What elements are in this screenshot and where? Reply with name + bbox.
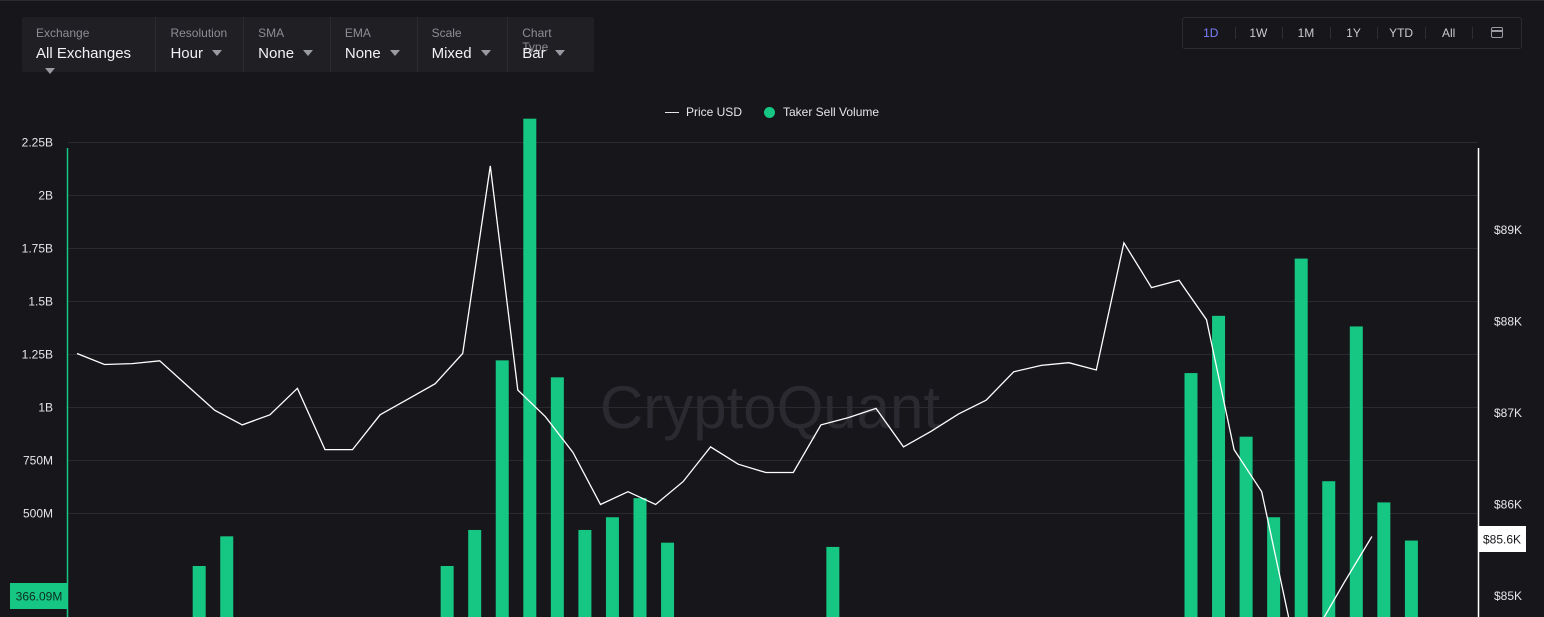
- volume-bar: [826, 546, 840, 617]
- scale-label: Scale: [431, 26, 462, 40]
- current-volume-badge-bg: [10, 583, 68, 609]
- volume-bar: [468, 529, 482, 617]
- sma-select[interactable]: SMA None: [244, 17, 331, 72]
- current-price-badge-bg: [1478, 526, 1526, 552]
- chart-legend: Price USD Taker Sell Volume: [0, 105, 1544, 119]
- right-tick-label: $86K: [1494, 498, 1522, 512]
- ema-label: EMA: [344, 26, 371, 40]
- left-tick-label: 750M: [23, 454, 53, 468]
- chevron-down-icon: [211, 49, 222, 56]
- left-tick-label: 1.25B: [22, 348, 53, 362]
- line-swatch-icon: [664, 111, 679, 113]
- exchange-select[interactable]: Exchange All Exchanges: [22, 17, 157, 74]
- legend-volume[interactable]: Taker Sell Volume: [763, 105, 880, 119]
- volume-bar: [1322, 481, 1336, 617]
- exchange-label: Exchange: [36, 26, 90, 40]
- legend-price[interactable]: Price USD: [664, 105, 742, 119]
- sma-label: SMA: [258, 26, 285, 40]
- resolution-value: Hour: [170, 45, 203, 62]
- time-range-selector: 1D 1W 1M 1Y YTD All: [1182, 17, 1522, 49]
- chevron-down-icon: [554, 49, 565, 56]
- scale-select[interactable]: Scale Mixed: [418, 17, 509, 72]
- range-all-button[interactable]: All: [1424, 18, 1473, 48]
- left-tick-label: 500M: [23, 507, 53, 521]
- volume-bar: [1294, 258, 1308, 617]
- calendar-button[interactable]: [1472, 18, 1521, 48]
- sma-value: None: [258, 45, 295, 62]
- current-price-badge: $85.6K: [1478, 526, 1526, 552]
- volume-bar: [523, 118, 537, 617]
- volume-bar: [220, 536, 234, 617]
- volume-bar: [192, 566, 206, 617]
- volume-bar: [1404, 540, 1418, 617]
- range-1y-button[interactable]: 1Y: [1329, 18, 1378, 48]
- current-volume-badge: 366.09M: [10, 583, 68, 609]
- range-1w-button[interactable]: 1W: [1234, 18, 1283, 48]
- volume-bar: [1184, 373, 1198, 617]
- right-tick-label: $85K: [1494, 589, 1522, 603]
- range-1m-button[interactable]: 1M: [1282, 18, 1330, 48]
- price-line: [76, 165, 1373, 617]
- right-tick-label: $87K: [1494, 406, 1522, 420]
- top-divider: [0, 0, 1544, 1]
- exchange-value: All Exchanges: [36, 45, 132, 62]
- chevron-down-icon: [389, 49, 400, 56]
- volume-bar: [550, 377, 564, 617]
- volume-bars: [192, 118, 1418, 617]
- volume-bar: [1349, 326, 1363, 617]
- volume-bar: [1239, 436, 1253, 617]
- volume-bar: [605, 517, 619, 617]
- grid-lines: [68, 142, 1478, 514]
- chevron-down-icon: [45, 67, 55, 74]
- right-tick-label: $89K: [1494, 223, 1522, 237]
- chart-type-label: Chart Type: [522, 26, 552, 54]
- range-1d-button[interactable]: 1D: [1203, 26, 1219, 40]
- left-tick-label: 1B: [38, 401, 53, 415]
- left-tick-label: 1.5B: [28, 295, 53, 309]
- chevron-down-icon: [480, 49, 491, 56]
- volume-bar: [1212, 315, 1226, 617]
- volume-bar: [578, 529, 592, 617]
- left-tick-label: 2.25B: [22, 136, 53, 150]
- chart-type-select[interactable]: Chart Type Bar: [508, 17, 594, 72]
- current-volume-label: 366.09M: [16, 590, 63, 604]
- right-tick-label: $88K: [1494, 315, 1522, 329]
- right-axis-ticks: $85K $86K $87K $88K $89K: [1494, 223, 1522, 603]
- left-tick-label: 1.75B: [22, 242, 53, 256]
- range-ytd-button[interactable]: YTD: [1377, 18, 1425, 48]
- volume-bar: [1267, 517, 1281, 617]
- resolution-label: Resolution: [170, 26, 228, 40]
- legend-price-label: Price USD: [685, 105, 742, 119]
- resolution-select[interactable]: Resolution Hour: [156, 17, 245, 72]
- chart-type-value: Bar: [522, 45, 546, 62]
- chart-controls: Exchange All Exchanges Resolution Hour S…: [22, 17, 594, 74]
- volume-bar: [440, 566, 454, 617]
- volume-bar: [661, 542, 675, 617]
- left-tick-label: 2B: [38, 189, 53, 203]
- calendar-icon: [1491, 27, 1504, 38]
- current-price-label: $85.6K: [1483, 533, 1521, 547]
- ema-value: None: [344, 45, 381, 62]
- legend-volume-label: Taker Sell Volume: [782, 105, 880, 119]
- ema-select[interactable]: EMA None: [331, 17, 418, 72]
- volume-bar: [1377, 502, 1391, 617]
- left-axis-ticks: 500M 750M 1B 1.25B 1.5B 1.75B 2B 2.25B: [22, 136, 53, 521]
- volume-bar: [633, 498, 647, 617]
- scale-value: Mixed: [431, 45, 472, 62]
- volume-bar: [495, 360, 509, 617]
- chevron-down-icon: [303, 49, 314, 56]
- dot-swatch-icon: [763, 106, 775, 118]
